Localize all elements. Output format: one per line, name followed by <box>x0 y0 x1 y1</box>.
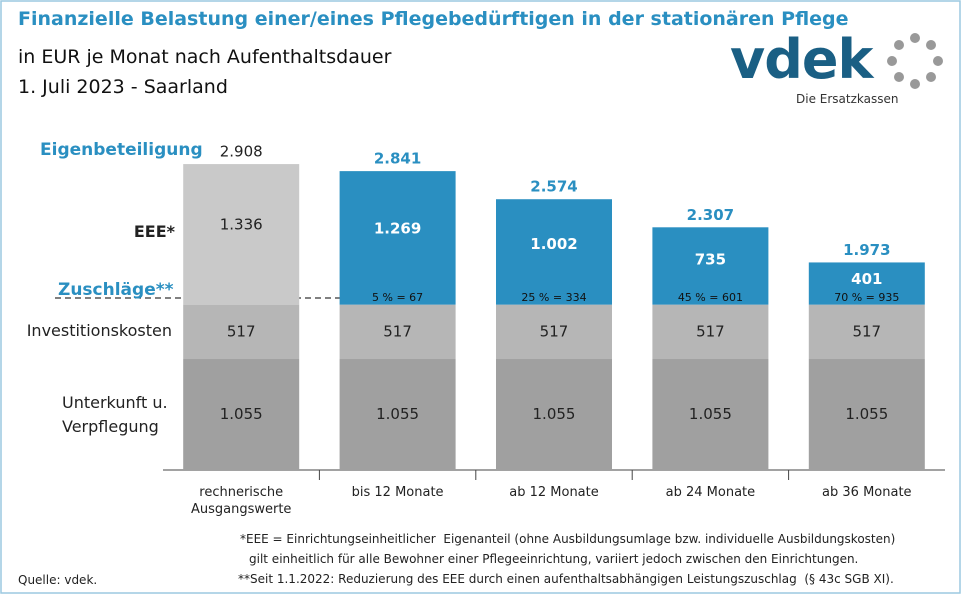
logo-name: vdek <box>730 28 873 91</box>
subtitle: in EUR je Monat nach Aufenthaltsdauer <box>18 46 392 68</box>
total-label: 2.307 <box>687 206 734 224</box>
logo-tagline: Die Ersatzkassen <box>796 92 899 106</box>
x-tick-label: ab 36 Monate <box>822 485 912 500</box>
bar-segment <box>183 359 300 470</box>
surcharge-label: 45 % = 601 <box>678 291 743 304</box>
value-label: 1.055 <box>220 405 263 423</box>
bar-segment <box>808 262 925 305</box>
surcharge-label: 70 % = 935 <box>834 291 899 304</box>
value-label: 1.055 <box>689 405 732 423</box>
surcharge-label: 25 % = 334 <box>521 291 586 304</box>
legend-label: EEE* <box>133 222 175 242</box>
bar-segment <box>339 359 456 470</box>
bar-segment <box>808 359 925 470</box>
source: Quelle: vdek. <box>18 573 98 587</box>
title: Finanzielle Belastung einer/eines Pflege… <box>18 8 849 30</box>
bar-segment <box>652 227 769 305</box>
surcharge-legend: Zuschläge** <box>58 280 174 300</box>
bar-segment <box>496 359 612 470</box>
value-label: 1.055 <box>845 405 888 423</box>
x-tick-label: ab 12 Monate <box>509 485 599 500</box>
bar-segment <box>496 304 612 360</box>
x-tick-label: bis 12 Monate <box>351 485 444 500</box>
surcharge-label: 5 % = 67 <box>372 291 423 304</box>
total-label: 2.908 <box>220 143 263 161</box>
bar-segment <box>652 304 769 360</box>
value-label: 517 <box>540 322 569 340</box>
value-label: 517 <box>383 322 412 340</box>
bar-segment <box>183 164 300 305</box>
date: 1. Juli 2023 - Saarland <box>18 76 228 98</box>
value-label: 517 <box>696 322 725 340</box>
value-label: 1.055 <box>376 405 419 423</box>
bar-segment <box>496 199 612 305</box>
value-label: 401 <box>851 270 882 288</box>
logo-dots <box>887 33 943 89</box>
x-tick-label: rechnerische Ausgangswerte <box>190 485 292 517</box>
legend-label: Unterkunft u. Verpflegung <box>62 392 168 436</box>
total-label: 2.574 <box>530 178 577 196</box>
value-label: 517 <box>852 322 881 340</box>
total-label: 2.841 <box>374 150 421 168</box>
total-label: 1.973 <box>843 241 890 259</box>
bar-segment <box>652 359 769 470</box>
value-label: 1.055 <box>533 405 576 423</box>
footnote: *EEE = Einrichtungseinheitlicher Eigenan… <box>240 532 896 546</box>
bar-segment <box>183 304 300 360</box>
x-tick-label: ab 24 Monate <box>665 485 756 500</box>
legend-label: Investitionskosten <box>26 320 172 340</box>
bar-segment <box>339 304 456 360</box>
footnote: **Seit 1.1.2022: Reduzierung des EEE dur… <box>238 572 894 586</box>
bar-segment <box>808 304 925 360</box>
value-label: 1.002 <box>530 235 577 253</box>
value-label: 735 <box>695 250 726 268</box>
value-label: 1.336 <box>220 216 263 234</box>
totals-legend: Eigenbeteiligung <box>40 140 203 160</box>
value-label: 1.269 <box>374 220 421 238</box>
footnote: gilt einheitlich für alle Bewohner einer… <box>249 552 859 566</box>
bar-segment <box>339 171 456 305</box>
value-label: 517 <box>227 322 256 340</box>
